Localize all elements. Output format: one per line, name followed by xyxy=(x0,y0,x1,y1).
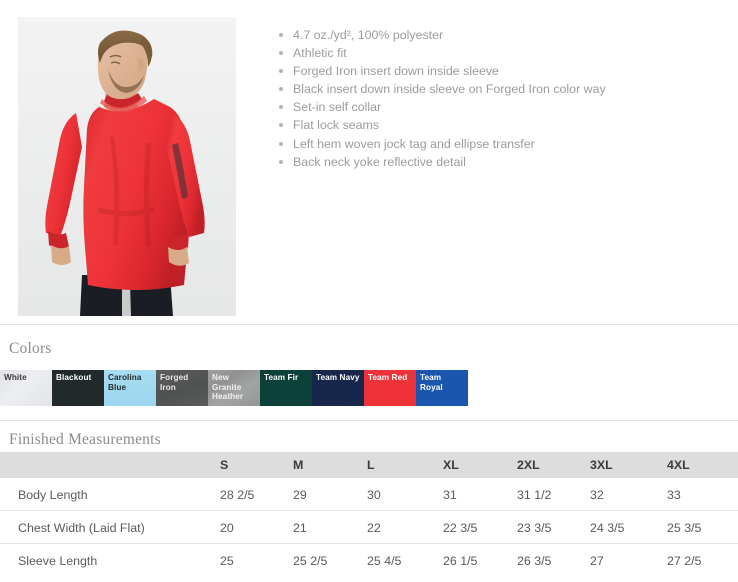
bullet-icon xyxy=(279,51,283,56)
section-divider xyxy=(0,324,738,325)
list-item: Flat lock seams xyxy=(276,116,728,134)
cell-l: 22 xyxy=(367,521,381,535)
bullet-icon xyxy=(279,123,283,128)
color-swatch-new-granite-heather[interactable]: New Granite Heather xyxy=(208,370,260,406)
list-item: Forged Iron insert down inside sleeve xyxy=(276,62,728,80)
swatch-label: Team Royal xyxy=(420,373,443,392)
feature-text: 4.7 oz./yd², 100% polyester xyxy=(293,28,444,42)
bullet-icon xyxy=(279,105,283,110)
row-label: Body Length xyxy=(18,488,88,502)
cell-s: 20 xyxy=(220,521,234,535)
table-row: Body Length 28 2/5 29 30 31 31 1/2 32 33 xyxy=(0,478,738,511)
list-item: Set-in self collar xyxy=(276,98,728,116)
bullet-icon xyxy=(279,141,283,146)
feature-list: 4.7 oz./yd², 100% polyester Athletic fit… xyxy=(276,26,728,171)
color-swatch-blackout[interactable]: Blackout xyxy=(52,370,104,406)
bullet-icon xyxy=(279,87,283,92)
feature-text: Flat lock seams xyxy=(293,118,380,133)
cell-2xl: 23 3/5 xyxy=(517,521,552,535)
list-item: Athletic fit xyxy=(276,44,728,62)
cell-l: 30 xyxy=(367,488,381,502)
measurements-heading: Finished Measurements xyxy=(9,431,161,448)
swatch-label: Team Red xyxy=(368,373,408,382)
bullet-icon xyxy=(279,159,283,164)
cell-2xl: 31 1/2 xyxy=(517,488,552,502)
list-item: Back neck yoke reflective detail xyxy=(276,153,728,171)
swatch-label: Forged Iron xyxy=(160,373,189,392)
product-photo-illustration xyxy=(18,17,236,316)
cell-3xl: 27 xyxy=(590,554,604,568)
cell-m: 25 2/5 xyxy=(293,554,328,568)
table-header-row: S M L XL 2XL 3XL 4XL xyxy=(0,452,738,478)
cell-xl: 31 xyxy=(443,488,457,502)
swatch-label: White xyxy=(4,373,27,382)
bullet-icon xyxy=(279,69,283,74)
cell-4xl: 25 3/5 xyxy=(667,521,702,535)
swatch-label: Team Fir xyxy=(264,373,299,382)
colors-heading: Colors xyxy=(9,340,52,357)
cell-l: 25 4/5 xyxy=(367,554,402,568)
color-swatch-list: White Blackout Carolina Blue Forged Iron… xyxy=(0,370,468,406)
color-swatch-team-fir[interactable]: Team Fir xyxy=(260,370,312,406)
cell-3xl: 32 xyxy=(590,488,604,502)
cell-2xl: 26 3/5 xyxy=(517,554,552,568)
column-header-2xl: 2XL xyxy=(517,458,540,472)
color-swatch-carolina-blue[interactable]: Carolina Blue xyxy=(104,370,156,406)
row-label: Chest Width (Laid Flat) xyxy=(18,521,145,535)
cell-4xl: 27 2/5 xyxy=(667,554,702,568)
product-image[interactable] xyxy=(18,17,236,316)
swatch-label: Blackout xyxy=(56,373,92,382)
feature-text: Black insert down inside sleeve on Forge… xyxy=(293,82,606,97)
swatch-label: Team Navy xyxy=(316,373,360,382)
section-divider xyxy=(0,420,738,421)
color-swatch-team-navy[interactable]: Team Navy xyxy=(312,370,364,406)
swatch-label: Carolina Blue xyxy=(108,373,142,392)
feature-text: Set-in self collar xyxy=(293,100,382,115)
row-label: Sleeve Length xyxy=(18,554,98,568)
column-header-m: M xyxy=(293,458,304,472)
feature-text: Left hem woven jock tag and ellipse tran… xyxy=(293,136,535,151)
bullet-icon xyxy=(279,33,283,37)
color-swatch-team-royal[interactable]: Team Royal xyxy=(416,370,468,406)
column-header-3xl: 3XL xyxy=(590,458,613,472)
feature-text: Athletic fit xyxy=(293,46,347,61)
feature-text: Back neck yoke reflective detail xyxy=(293,154,466,169)
swatch-label: New Granite Heather xyxy=(212,373,244,402)
list-item: 4.7 oz./yd², 100% polyester xyxy=(276,26,728,44)
cell-s: 28 2/5 xyxy=(220,488,255,502)
feature-text: Forged Iron insert down inside sleeve xyxy=(293,64,499,79)
column-header-xl: XL xyxy=(443,458,459,472)
list-item: Black insert down inside sleeve on Forge… xyxy=(276,80,728,98)
cell-m: 29 xyxy=(293,488,307,502)
list-item: Left hem woven jock tag and ellipse tran… xyxy=(276,135,728,153)
cell-4xl: 33 xyxy=(667,488,681,502)
color-swatch-forged-iron[interactable]: Forged Iron xyxy=(156,370,208,406)
table-row: Chest Width (Laid Flat) 20 21 22 22 3/5 … xyxy=(0,511,738,544)
cell-m: 21 xyxy=(293,521,307,535)
product-overview-section: 4.7 oz./yd², 100% polyester Athletic fit… xyxy=(18,17,728,316)
cell-3xl: 24 3/5 xyxy=(590,521,625,535)
column-header-s: S xyxy=(220,458,229,472)
cell-s: 25 xyxy=(220,554,234,568)
cell-xl: 22 3/5 xyxy=(443,521,478,535)
table-row: Sleeve Length 25 25 2/5 25 4/5 26 1/5 26… xyxy=(0,544,738,577)
color-swatch-team-red[interactable]: Team Red xyxy=(364,370,416,406)
cell-xl: 26 1/5 xyxy=(443,554,478,568)
color-swatch-white[interactable]: White xyxy=(0,370,52,406)
measurements-table: S M L XL 2XL 3XL 4XL Body Length 28 2/5 … xyxy=(0,452,738,577)
column-header-l: L xyxy=(367,458,375,472)
column-header-4xl: 4XL xyxy=(667,458,690,472)
